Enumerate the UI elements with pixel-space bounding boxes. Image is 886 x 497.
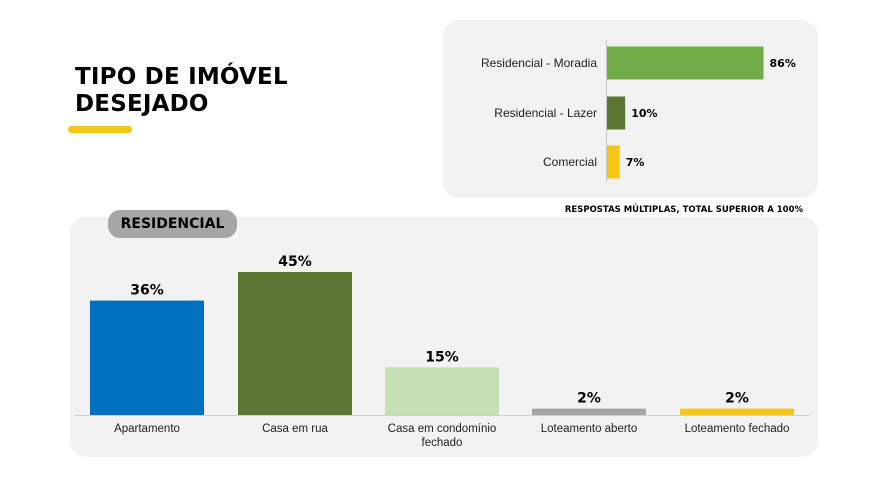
hbar-0 [607, 46, 764, 80]
vbar-1 [238, 272, 352, 415]
hbar-value-label-0: 86% [770, 57, 796, 70]
page-title-line-2: DESEJADO [75, 91, 209, 117]
hbar-value-label-2: 7% [626, 156, 645, 169]
vbar-category-label-line: Apartamento [114, 423, 180, 435]
hbar-value-label-1: 10% [631, 107, 657, 120]
footnote: RESPOSTAS MÚLTIPLAS, TOTAL SUPERIOR A 10… [564, 205, 803, 215]
vbar-category-label-0: Apartamento [114, 423, 180, 435]
vbar-category-label-1: Casa em rua [262, 423, 328, 435]
vbar-category-label-line: fechado [422, 437, 463, 449]
hbar-2 [607, 145, 620, 179]
vbar-value-label-0: 36% [130, 283, 164, 299]
vbar-value-label-1: 45% [278, 254, 312, 270]
title-accent-bar [68, 126, 132, 133]
section-badge: RESIDENCIAL [108, 210, 237, 238]
vbar-value-label-2: 15% [425, 349, 459, 365]
hbar-1 [607, 96, 626, 130]
hbar-category-label-2: Comercial [543, 155, 597, 169]
vbar-0 [90, 300, 204, 415]
hbar-category-label-0: Residencial - Moradia [481, 56, 597, 70]
vbar-2 [385, 367, 499, 415]
vbar-4 [680, 408, 794, 415]
vbar-category-label-line: Loteamento fechado [685, 423, 790, 435]
vbar-value-label-3: 2% [577, 391, 601, 407]
vbar-category-label-4: Loteamento fechado [685, 423, 790, 435]
vbar-category-label-3: Loteamento aberto [541, 423, 638, 435]
vbar-3 [532, 408, 646, 415]
hbar-category-label-1: Residencial - Lazer [494, 106, 597, 120]
page-title: TIPO DE IMÓVEL DESEJADO [75, 64, 288, 118]
vbar-category-label-line: Loteamento aberto [541, 423, 638, 435]
vbar-value-label-4: 2% [725, 391, 749, 407]
vbar-category-label-line: Casa em condomínio [388, 423, 497, 435]
page-title-line-1: TIPO DE IMÓVEL [75, 64, 288, 90]
vbar-category-label-2: Casa em condomínio fechado [388, 423, 497, 449]
vbar-category-label-line: Casa em rua [262, 423, 328, 435]
